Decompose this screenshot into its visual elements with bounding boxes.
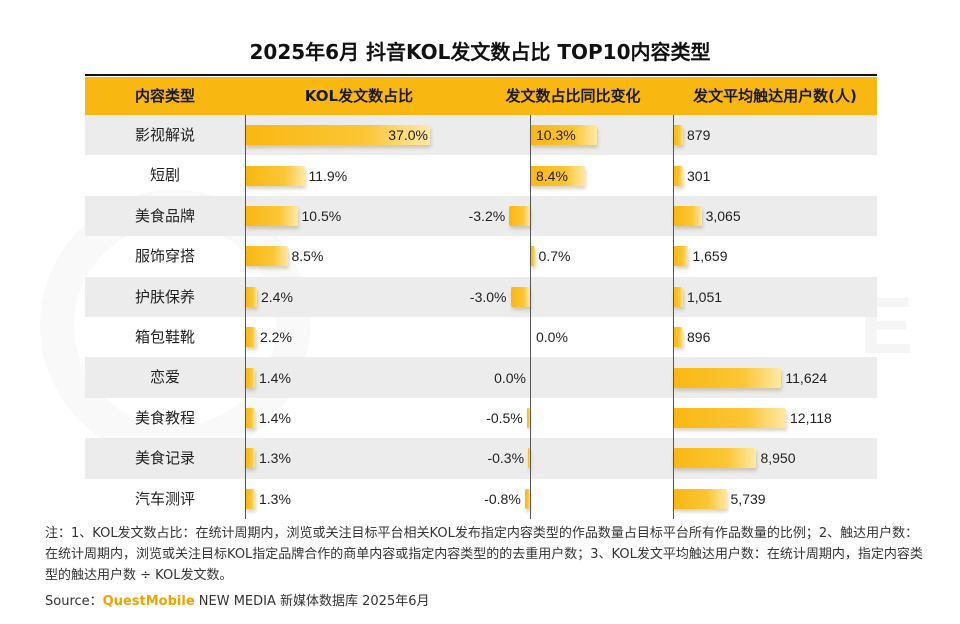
category-label: 汽车测评 [134, 489, 195, 508]
reach-value-label: 8,950 [760, 450, 796, 467]
category-label: 恋爱 [149, 368, 180, 387]
reach-value-label: 3,065 [705, 207, 741, 224]
yoy-value-label: -0.8% [484, 490, 521, 507]
table-row: 美食教程 1.4% -0.5% 12,118 [85, 398, 877, 438]
table-row: 美食记录 1.3% -0.3% 8,950 [85, 438, 877, 479]
yoy-bar [528, 448, 530, 469]
yoy-bar [526, 407, 530, 428]
footnote: 注：1、KOL发文数占比：在统计周期内，浏览或关注目标平台相关KOL发布指定内容… [45, 526, 923, 583]
yoy-bar [530, 165, 585, 186]
yoy-axis-line [530, 115, 531, 519]
yoy-bar [530, 125, 597, 146]
source-brand: QuestMobile [102, 594, 195, 609]
header-category: 内容类型 [134, 87, 195, 105]
share-bar [245, 125, 430, 146]
share-value-label: 1.4% [259, 369, 291, 386]
reach-bar [673, 286, 683, 307]
reach-value-label: 879 [687, 127, 711, 144]
share-bar [245, 165, 305, 186]
header-reach: 发文平均触达用户数(人) [693, 87, 857, 105]
reach-bar [673, 448, 757, 469]
table-row: 美食品牌 10.5% -3.2% 3,065 [85, 195, 877, 237]
reach-bar [673, 327, 683, 348]
source-prefix: Source： [45, 594, 103, 609]
table-row: 恋爱 1.4% 0.0% 11,624 [85, 357, 877, 398]
category-label: 美食品牌 [134, 206, 195, 225]
category-label: 影视解说 [134, 126, 195, 144]
reach-bar [673, 407, 786, 428]
share-value-label: 11.9% [308, 167, 348, 184]
share-axis-line [245, 115, 246, 519]
share-value-label: 1.3% [259, 450, 291, 467]
header-share: KOL发文数占比 [304, 87, 414, 105]
reach-value-label: 896 [687, 329, 711, 346]
reach-bar [673, 488, 727, 509]
yoy-value-label: 0.0% [494, 369, 526, 386]
category-label: 短剧 [149, 166, 180, 185]
yoy-value-label: 0.7% [538, 248, 571, 265]
category-label: 箱包鞋靴 [134, 328, 195, 346]
category-label: 美食记录 [134, 449, 195, 468]
yoy-bar [509, 205, 530, 226]
share-value-label: 37.0% [388, 127, 428, 144]
share-value-label: 2.2% [260, 329, 292, 346]
table-row: 短剧 11.9% 8.4% 301 [85, 155, 877, 195]
table-row: 汽车测评 1.3% -0.8% 5,739 [85, 479, 877, 519]
reach-axis-line [673, 115, 674, 519]
table-row: 服饰穿搭 8.5% 0.7% 1,659 [85, 236, 877, 276]
yoy-value-label: 0.0% [536, 329, 568, 346]
share-value-label: 10.5% [301, 207, 342, 224]
reach-value-label: 11,624 [785, 369, 828, 386]
yoy-bar [530, 246, 535, 267]
reach-value-label: 12,118 [790, 409, 832, 426]
share-bar [245, 205, 298, 226]
reach-bar [673, 246, 689, 267]
share-value-label: 2.4% [261, 288, 293, 305]
yoy-bar [510, 286, 530, 307]
chart-title: 2025年6月 抖音KOL发文数占比 TOP10内容类型 [249, 40, 711, 64]
table-header: 内容类型 KOL发文数占比 发文数占比同比变化 发文平均触达用户数(人) [85, 77, 877, 115]
category-label: 美食教程 [134, 408, 195, 427]
share-value-label: 8.5% [291, 248, 324, 265]
share-bar [245, 448, 255, 469]
reach-value-label: 301 [687, 167, 711, 184]
share-bar [245, 367, 255, 388]
reach-bar [673, 165, 683, 186]
yoy-value-label: -3.0% [469, 288, 507, 305]
category-label: 服饰穿搭 [134, 247, 195, 266]
yoy-value-label: 8.4% [536, 167, 568, 184]
reach-value-label: 1,659 [692, 248, 728, 265]
share-value-label: 1.3% [259, 490, 291, 507]
share-bar [245, 246, 288, 267]
share-bar [245, 327, 256, 348]
yoy-value-label: 10.3% [536, 127, 576, 144]
share-bar [245, 407, 255, 428]
reach-value-label: 1,051 [687, 288, 723, 305]
share-value-label: 1.4% [259, 409, 291, 426]
share-bar [245, 286, 257, 307]
header-yoy: 发文数占比同比变化 [505, 87, 641, 105]
reach-bar [673, 367, 782, 388]
share-bar [245, 488, 255, 509]
reach-bar [673, 125, 683, 146]
table-row: 护肤保养 2.4% -3.0% 1,051 [85, 276, 877, 317]
yoy-value-label: -0.3% [487, 450, 525, 467]
table-row: 影视解说 37.0% 10.3% 879 [85, 115, 877, 156]
source-rest: NEW MEDIA 新媒体数据库 2025年6月 [194, 594, 430, 609]
yoy-value-label: -0.5% [486, 409, 523, 426]
table-top-rule [85, 74, 877, 76]
reach-value-label: 5,739 [730, 490, 766, 507]
reach-bar [673, 205, 702, 226]
table-row: 箱包鞋靴 2.2% 0.0% 896 [85, 317, 877, 357]
source-line: Source：QuestMobile NEW MEDIA 新媒体数据库 2025… [45, 590, 430, 609]
category-label: 护肤保养 [134, 287, 195, 306]
yoy-bar [524, 488, 530, 509]
yoy-value-label: -3.2% [468, 207, 506, 224]
